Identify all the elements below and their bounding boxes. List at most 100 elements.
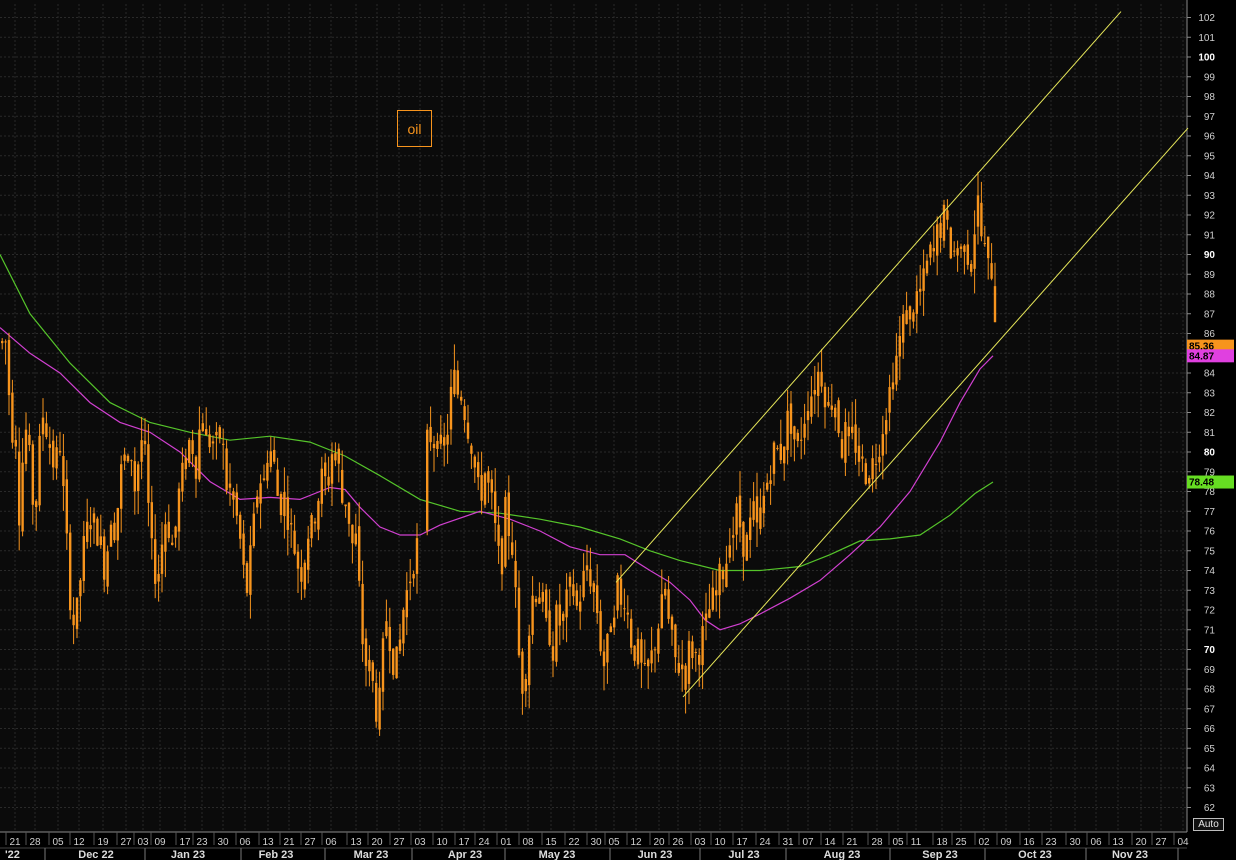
candle-body bbox=[432, 443, 436, 449]
x-tick-label: 12 bbox=[630, 837, 642, 848]
channel-line-1 bbox=[615, 11, 1122, 583]
candle-body bbox=[86, 521, 89, 542]
candle-body bbox=[330, 454, 334, 484]
y-tick-label: 100 bbox=[1198, 53, 1215, 64]
candle-body bbox=[783, 446, 786, 464]
candle-body bbox=[789, 403, 793, 434]
x-tick-label: 06 bbox=[325, 837, 337, 848]
candle-body bbox=[531, 595, 534, 635]
candle-body bbox=[555, 604, 558, 662]
candle-body bbox=[674, 624, 677, 658]
x-tick-label: 16 bbox=[1023, 837, 1035, 848]
candle-body bbox=[143, 440, 147, 445]
y-tick-label: 93 bbox=[1204, 191, 1216, 202]
candle-body bbox=[150, 502, 153, 539]
candle-body bbox=[252, 513, 255, 547]
candle-body bbox=[109, 524, 113, 547]
y-tick-label: 91 bbox=[1204, 230, 1216, 241]
candle-body bbox=[704, 613, 708, 621]
x-tick-label: 31 bbox=[782, 837, 794, 848]
candle-body bbox=[89, 525, 92, 530]
auto-scale-button[interactable]: Auto bbox=[1193, 818, 1224, 831]
x-tick-label: 14 bbox=[824, 837, 836, 848]
x-tick-label: 17 bbox=[736, 837, 748, 848]
candle-body bbox=[749, 517, 752, 541]
candle-body bbox=[191, 440, 194, 454]
candle-body bbox=[154, 539, 157, 584]
candle-body bbox=[694, 652, 697, 654]
candle-body bbox=[963, 245, 966, 252]
y-tick-label: 77 bbox=[1204, 507, 1216, 518]
x-tick-label: 13 bbox=[262, 837, 274, 848]
candle-body bbox=[803, 423, 806, 438]
x-tick-label: 23 bbox=[196, 837, 208, 848]
candle-body bbox=[830, 405, 833, 410]
candle-body bbox=[698, 654, 701, 665]
candle-body bbox=[993, 286, 997, 323]
ma-badge-1 bbox=[1187, 349, 1234, 363]
candle-body bbox=[738, 495, 742, 528]
candle-body bbox=[245, 563, 249, 593]
x-tick-label: 26 bbox=[672, 837, 684, 848]
candle-body bbox=[922, 268, 925, 291]
candle-body bbox=[443, 437, 446, 446]
candle-body bbox=[973, 234, 976, 269]
candle-body bbox=[541, 591, 544, 602]
candle-body bbox=[551, 646, 555, 661]
candle-body bbox=[106, 551, 109, 587]
candle-body bbox=[874, 464, 878, 466]
month-label: Mar 23 bbox=[354, 849, 389, 860]
candle-body bbox=[354, 533, 357, 545]
x-tick-label: 09 bbox=[1000, 837, 1012, 848]
candle-body bbox=[664, 588, 667, 596]
x-tick-label: 13 bbox=[350, 837, 362, 848]
candle-body bbox=[881, 434, 884, 456]
x-tick-label: 08 bbox=[522, 837, 534, 848]
y-tick-label: 97 bbox=[1204, 112, 1216, 123]
y-tick-label: 96 bbox=[1204, 132, 1216, 143]
candle-body bbox=[473, 456, 476, 468]
candle-body bbox=[130, 460, 133, 462]
candle-body bbox=[259, 483, 262, 504]
x-tick-label: 05 bbox=[608, 837, 620, 848]
date-axis[interactable]: 21 28 05 12 19 27 03 09 17 23 30 06 13 21 27 06 13 20 27 03… bbox=[0, 832, 1189, 860]
candle-body bbox=[11, 392, 14, 443]
candle-body bbox=[650, 650, 653, 664]
candle-body bbox=[592, 583, 595, 593]
y-tick-label: 80 bbox=[1204, 448, 1216, 459]
x-tick-label: 21 bbox=[283, 837, 295, 848]
x-tick-label: 25 bbox=[955, 837, 967, 848]
x-tick-label: 03 bbox=[694, 837, 706, 848]
candle-body bbox=[72, 614, 75, 626]
candlesticks bbox=[1, 171, 997, 736]
candle-body bbox=[606, 633, 609, 663]
candle-body bbox=[759, 507, 762, 529]
oil-annotation-label[interactable]: oil bbox=[397, 110, 432, 147]
candle-body bbox=[181, 462, 184, 492]
y-tick-label: 76 bbox=[1204, 527, 1216, 538]
candle-body bbox=[480, 475, 483, 501]
candle-body bbox=[990, 263, 993, 279]
candle-body bbox=[171, 542, 174, 545]
candle-body bbox=[548, 610, 551, 645]
candle-body bbox=[919, 288, 922, 292]
candle-body bbox=[368, 659, 371, 672]
candle-body bbox=[636, 638, 640, 665]
candle-body bbox=[915, 291, 918, 314]
y-tick-label: 66 bbox=[1204, 724, 1216, 735]
candle-body bbox=[164, 524, 167, 552]
candle-body bbox=[218, 427, 221, 438]
candle-body bbox=[626, 612, 629, 615]
candle-body bbox=[500, 538, 504, 575]
candle-body bbox=[483, 473, 487, 505]
candle-body bbox=[898, 336, 901, 357]
x-tick-label: 10 bbox=[436, 837, 448, 848]
candle-body bbox=[582, 570, 585, 598]
candle-body bbox=[575, 590, 578, 606]
candle-body bbox=[453, 369, 456, 395]
trend-channel-lines[interactable] bbox=[615, 11, 1189, 698]
candle-body bbox=[976, 195, 980, 227]
candle-body bbox=[177, 488, 181, 532]
candle-body bbox=[507, 492, 510, 537]
